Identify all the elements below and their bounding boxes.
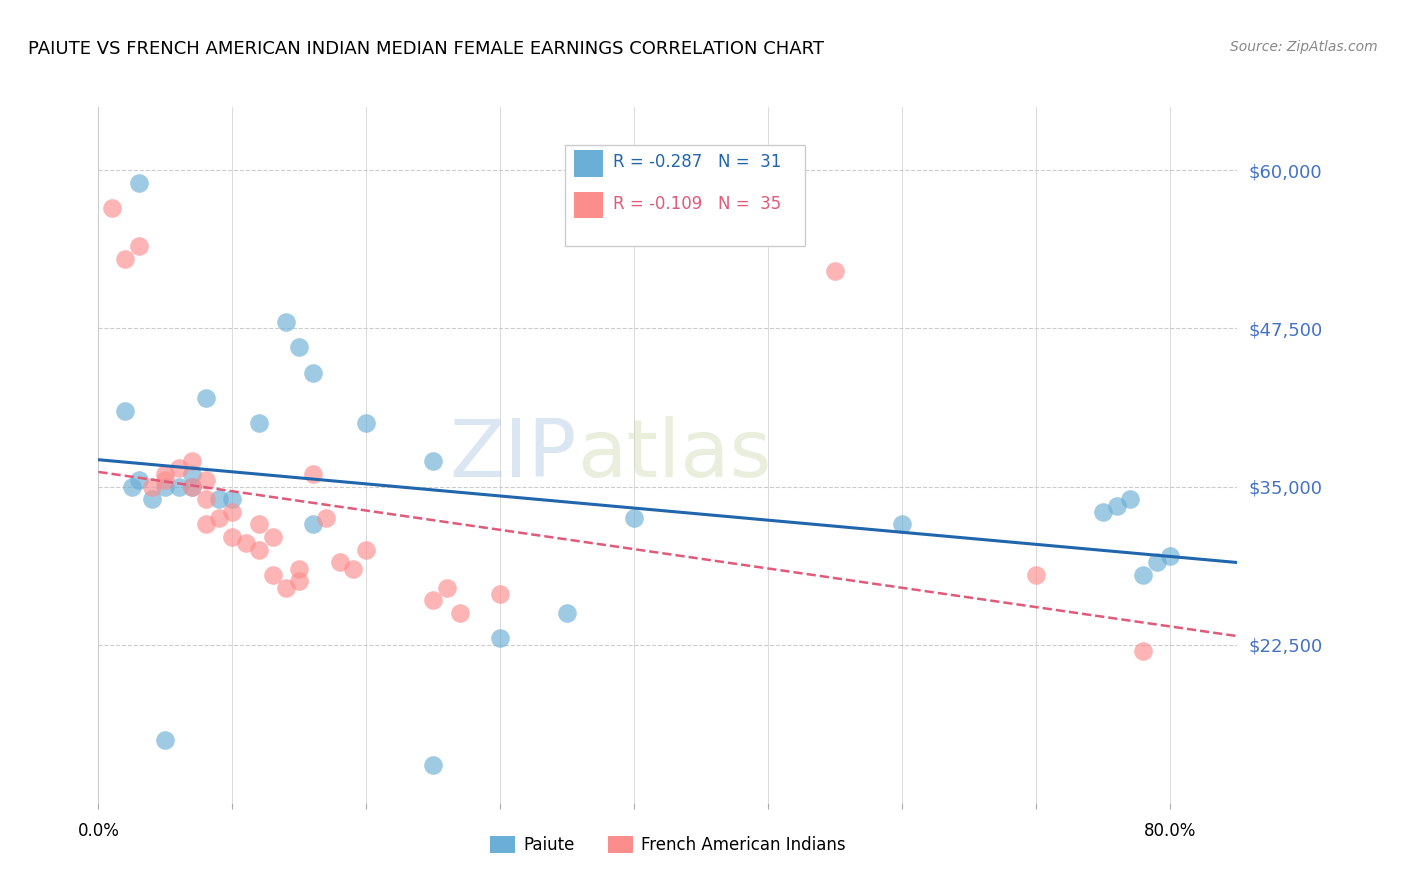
Point xyxy=(101,201,124,215)
Point xyxy=(247,542,270,557)
Point xyxy=(1119,492,1142,507)
Point xyxy=(167,460,190,475)
Text: atlas: atlas xyxy=(576,416,770,494)
Point xyxy=(489,632,512,646)
Point xyxy=(422,757,444,772)
Legend: Paiute, French American Indians: Paiute, French American Indians xyxy=(484,829,852,861)
Point xyxy=(194,517,217,532)
Point xyxy=(128,239,150,253)
Text: Source: ZipAtlas.com: Source: ZipAtlas.com xyxy=(1230,40,1378,54)
Point xyxy=(194,492,217,507)
Point xyxy=(155,732,177,747)
Point xyxy=(114,252,136,266)
Point xyxy=(181,479,204,493)
Point xyxy=(1146,556,1168,570)
Point xyxy=(1132,568,1154,582)
Point xyxy=(181,467,204,481)
Point xyxy=(247,517,270,532)
Text: 0.0%: 0.0% xyxy=(77,822,120,839)
Point xyxy=(194,391,217,405)
FancyBboxPatch shape xyxy=(565,145,804,246)
Point xyxy=(128,176,150,190)
Point xyxy=(155,467,177,481)
Point xyxy=(221,492,243,507)
Point xyxy=(181,479,204,493)
Point xyxy=(422,454,444,468)
Text: 80.0%: 80.0% xyxy=(1144,822,1197,839)
Point xyxy=(356,417,378,431)
Point xyxy=(489,587,512,601)
Point xyxy=(891,517,914,532)
FancyBboxPatch shape xyxy=(575,192,603,219)
Point xyxy=(235,536,257,550)
Point xyxy=(449,606,471,620)
Point xyxy=(1025,568,1047,582)
Text: ZIP: ZIP xyxy=(450,416,576,494)
Point xyxy=(208,492,231,507)
Point xyxy=(221,530,243,544)
Point xyxy=(221,505,243,519)
Point xyxy=(329,556,352,570)
Point xyxy=(141,492,163,507)
Point xyxy=(422,593,444,607)
FancyBboxPatch shape xyxy=(575,150,603,177)
Point xyxy=(1092,505,1115,519)
Point xyxy=(262,568,284,582)
Point xyxy=(301,517,323,532)
Point xyxy=(436,581,458,595)
Point xyxy=(274,581,297,595)
Point xyxy=(141,479,163,493)
Point xyxy=(288,574,311,589)
Point xyxy=(288,340,311,354)
Point xyxy=(301,366,323,380)
Point xyxy=(208,511,231,525)
Text: R = -0.109   N =  35: R = -0.109 N = 35 xyxy=(613,194,782,213)
Point xyxy=(114,403,136,417)
Point xyxy=(301,467,323,481)
Point xyxy=(623,511,645,525)
Point xyxy=(315,511,337,525)
Point xyxy=(247,417,270,431)
Point xyxy=(262,530,284,544)
Point xyxy=(194,473,217,487)
Point xyxy=(356,542,378,557)
Point xyxy=(342,562,364,576)
Point xyxy=(121,479,143,493)
Point xyxy=(128,473,150,487)
Point xyxy=(1105,499,1128,513)
Point xyxy=(1159,549,1181,563)
Point xyxy=(155,473,177,487)
Text: R = -0.287   N =  31: R = -0.287 N = 31 xyxy=(613,153,782,171)
Text: PAIUTE VS FRENCH AMERICAN INDIAN MEDIAN FEMALE EARNINGS CORRELATION CHART: PAIUTE VS FRENCH AMERICAN INDIAN MEDIAN … xyxy=(28,40,824,58)
Point xyxy=(181,454,204,468)
Point xyxy=(557,606,579,620)
Point xyxy=(155,479,177,493)
Point xyxy=(274,315,297,329)
Point xyxy=(167,479,190,493)
Point xyxy=(824,264,846,278)
Point xyxy=(1132,644,1154,658)
Point xyxy=(288,562,311,576)
